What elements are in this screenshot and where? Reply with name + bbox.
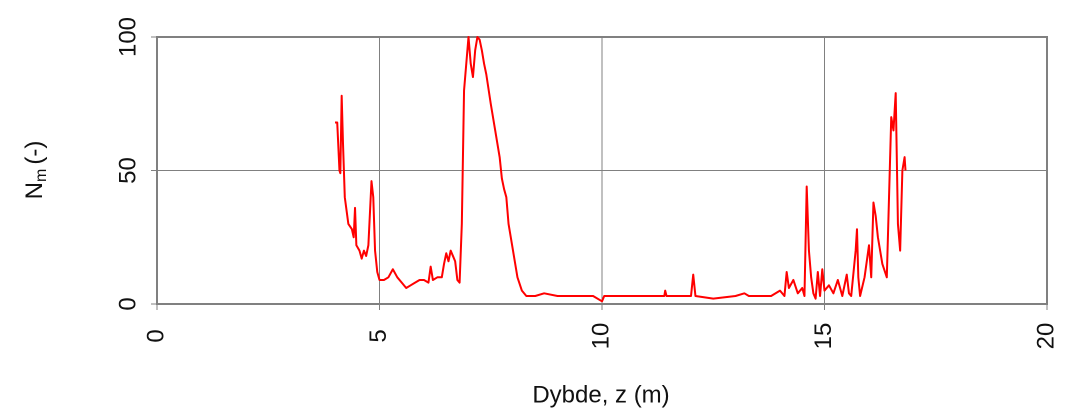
data-line xyxy=(335,36,907,303)
y-tick-label: 100 xyxy=(114,17,141,57)
x-tick-label: 20 xyxy=(1032,323,1059,350)
y-axis-label: Nm(-) xyxy=(21,141,50,200)
plot-frame xyxy=(156,36,1048,305)
x-axis-label: Dybde, z (m) xyxy=(532,381,669,408)
x-tick-label: 15 xyxy=(810,323,837,350)
x-tick-label: 5 xyxy=(365,329,392,342)
y-tick-label: 0 xyxy=(114,297,141,310)
x-tick-label: 10 xyxy=(587,323,614,350)
x-tick-label: 0 xyxy=(142,329,169,342)
y-tick-label: 50 xyxy=(114,157,141,184)
